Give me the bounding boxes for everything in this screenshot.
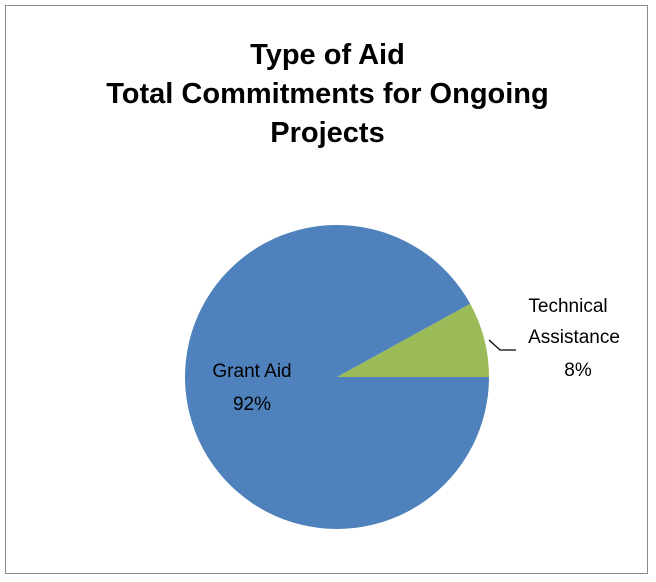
technical-assistance-leader-line bbox=[488, 339, 516, 351]
slice-label-technical-line-2: Assistance bbox=[528, 327, 620, 348]
slice-label-technical-line-1: Technical bbox=[528, 296, 607, 317]
pie-slice-1 bbox=[185, 225, 490, 529]
pie-slice-0 bbox=[337, 303, 489, 377]
chart-title-line-3: Projects bbox=[270, 117, 385, 149]
chart-title: Type of Aid Total Commitments for Ongoin… bbox=[6, 36, 649, 153]
chart-title-line-1: Type of Aid bbox=[250, 39, 405, 71]
slice-pct-grant-aid: 92% bbox=[233, 394, 271, 415]
slice-pct-technical: 8% bbox=[564, 360, 592, 381]
slice-label-grant-aid: Grant Aid bbox=[212, 361, 291, 382]
chart-title-line-2: Total Commitments for Ongoing bbox=[106, 78, 549, 110]
